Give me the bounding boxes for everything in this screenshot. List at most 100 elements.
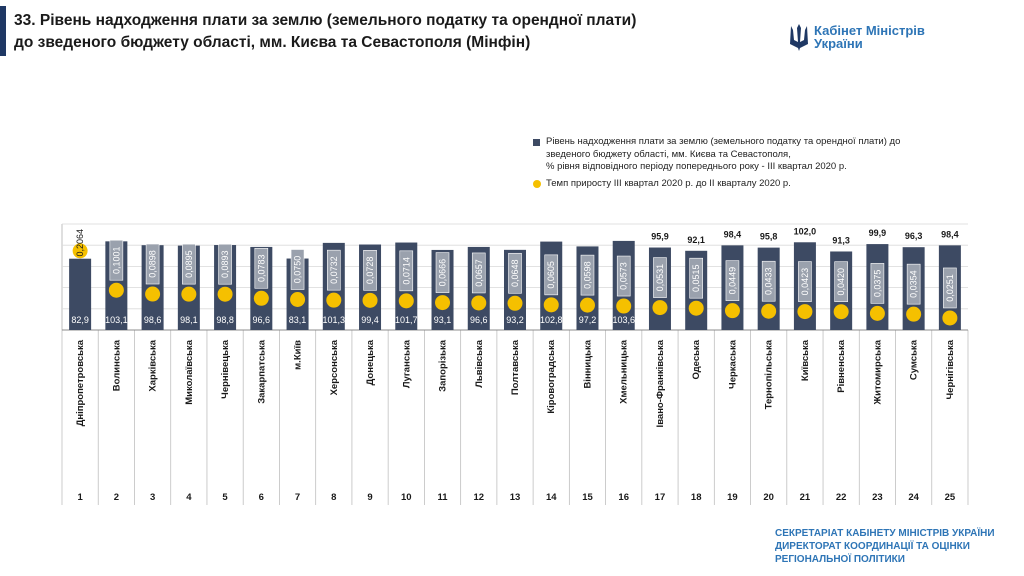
growth-value-label: 0,0732 xyxy=(329,256,339,284)
category-label: Сумська xyxy=(909,339,920,380)
growth-value-label: 0,0354 xyxy=(909,270,919,298)
growth-dot-5 xyxy=(217,286,233,302)
growth-dot-13 xyxy=(507,295,523,311)
category-label: Івано-Франківська xyxy=(655,339,666,427)
growth-label-box xyxy=(326,249,341,291)
growth-label-box xyxy=(616,255,631,297)
bar-value-label: 96,6 xyxy=(470,315,488,325)
growth-label-box xyxy=(182,243,196,285)
growth-label-box xyxy=(435,252,450,293)
rank-label: 15 xyxy=(582,492,593,503)
rank-label: 3 xyxy=(150,492,155,503)
bar-value-label: 102,0 xyxy=(794,226,817,236)
bar-value-label: 98,4 xyxy=(941,229,959,239)
growth-label-box xyxy=(363,250,377,291)
growth-value-label: 0,0420 xyxy=(836,268,846,296)
bar-value-label: 101,7 xyxy=(395,315,418,325)
legend-bar-label-line-2: зведеного бюджету області, мм. Києва та … xyxy=(546,148,791,160)
rank-label: 22 xyxy=(836,492,847,503)
bar-value-label: 102,8 xyxy=(540,315,563,325)
growth-label-box xyxy=(834,261,848,303)
rank-label: 17 xyxy=(655,492,666,503)
page-title: 33. Рівень надходження плати за землю (з… xyxy=(14,10,714,54)
bar-value-label: 95,8 xyxy=(760,232,778,242)
legend-bar-label-line-3: % рівня відповідного періоду попередньог… xyxy=(546,161,847,172)
legend-item-bars: Рівень надходження плати за землю (земел… xyxy=(533,136,973,174)
growth-label-box xyxy=(906,263,921,305)
bar-1 xyxy=(69,258,92,330)
growth-value-label: 0,0893 xyxy=(220,250,230,278)
category-label: Одеська xyxy=(691,339,702,379)
bar-value-label: 103,6 xyxy=(612,315,635,325)
growth-value-label: 0,0714 xyxy=(401,257,411,285)
category-label: Тернопільська xyxy=(764,339,775,409)
bar-value-label: 93,2 xyxy=(506,315,524,325)
growth-value-label: 0,0898 xyxy=(148,250,158,278)
growth-value-label: 0,0449 xyxy=(727,267,737,295)
growth-dot-4 xyxy=(181,286,197,302)
growth-label-box xyxy=(109,239,124,281)
growth-dot-19 xyxy=(724,303,740,319)
legend-dot-label: Темп приросту ІІІ квартал 2020 р. до ІІ … xyxy=(546,177,791,189)
rank-label: 10 xyxy=(401,492,412,503)
growth-value-label: 0,0895 xyxy=(184,250,194,278)
rank-label: 21 xyxy=(800,492,811,503)
category-label: Київська xyxy=(800,339,811,381)
growth-value-label: 0,0605 xyxy=(546,261,556,289)
growth-label-box xyxy=(544,254,559,296)
bar-value-label: 101,3 xyxy=(323,315,346,325)
rank-label: 8 xyxy=(331,492,336,503)
bar-value-label: 99,9 xyxy=(869,228,887,238)
rank-label: 16 xyxy=(618,492,629,503)
bar-value-label: 83,1 xyxy=(289,315,307,325)
growth-dot-11 xyxy=(435,295,451,311)
logo-line-1: Кабінет Міністрів xyxy=(814,23,925,38)
trident-icon xyxy=(790,24,808,51)
growth-dot-18 xyxy=(688,300,704,316)
rank-label: 24 xyxy=(908,492,919,503)
growth-dot-15 xyxy=(579,297,595,313)
bar-value-label: 98,8 xyxy=(216,315,234,325)
category-label: Кіровоградська xyxy=(546,339,557,413)
rank-label: 12 xyxy=(473,492,484,503)
category-label: Харківська xyxy=(148,339,159,391)
growth-value-label: 0,0666 xyxy=(438,259,448,287)
growth-label-box xyxy=(508,252,522,294)
footer-line-2: ДИРЕКТОРАТ КООРДИНАЦІЇ ТА ОЦІНКИ xyxy=(775,541,970,552)
growth-value-label: 0,0728 xyxy=(365,257,375,285)
rank-label: 19 xyxy=(727,492,738,503)
growth-dot-12 xyxy=(471,295,487,311)
growth-label-box xyxy=(290,249,305,290)
footer-line-1: СЕКРЕТАРІАТ КАБІНЕТУ МІНІСТРІВ УКРАЇНИ xyxy=(775,528,995,539)
growth-dot-7 xyxy=(290,292,306,307)
growth-dot-23 xyxy=(869,305,885,321)
bar-value-label: 99,4 xyxy=(361,315,379,325)
growth-value-label: 0,0598 xyxy=(582,261,592,289)
growth-label-box xyxy=(798,261,812,302)
growth-value-label: 0,0573 xyxy=(619,262,629,290)
growth-value-label: 0,0531 xyxy=(655,264,665,292)
bar-value-label: 98,6 xyxy=(144,315,162,325)
growth-dot-9 xyxy=(362,292,378,308)
footer-line-3: РЕГІОНАЛЬНОЇ ПОЛІТИКИ xyxy=(775,554,905,565)
rank-label: 14 xyxy=(546,492,557,503)
category-label: Львівська xyxy=(474,339,485,387)
growth-label-box xyxy=(653,257,667,298)
category-label: Хмельницька xyxy=(619,339,630,404)
bar-value-label: 96,6 xyxy=(253,315,271,325)
rank-label: 9 xyxy=(367,492,372,503)
growth-dot-14 xyxy=(543,297,559,313)
growth-dot-16 xyxy=(616,298,632,314)
cabinet-logo: Кабінет Міністрів України xyxy=(788,22,925,52)
logo-line-2: України xyxy=(814,36,863,51)
rank-label: 6 xyxy=(259,492,264,503)
growth-dot-25 xyxy=(942,310,958,326)
growth-dot-1 xyxy=(72,243,88,259)
category-label: Житомирська xyxy=(872,339,883,405)
rank-label: 4 xyxy=(186,492,192,503)
growth-label-box xyxy=(689,257,704,299)
legend-item-dots: Темп приросту ІІІ квартал 2020 р. до ІІ … xyxy=(533,178,973,191)
category-label: Миколаївська xyxy=(184,339,195,404)
growth-dot-22 xyxy=(833,304,849,320)
